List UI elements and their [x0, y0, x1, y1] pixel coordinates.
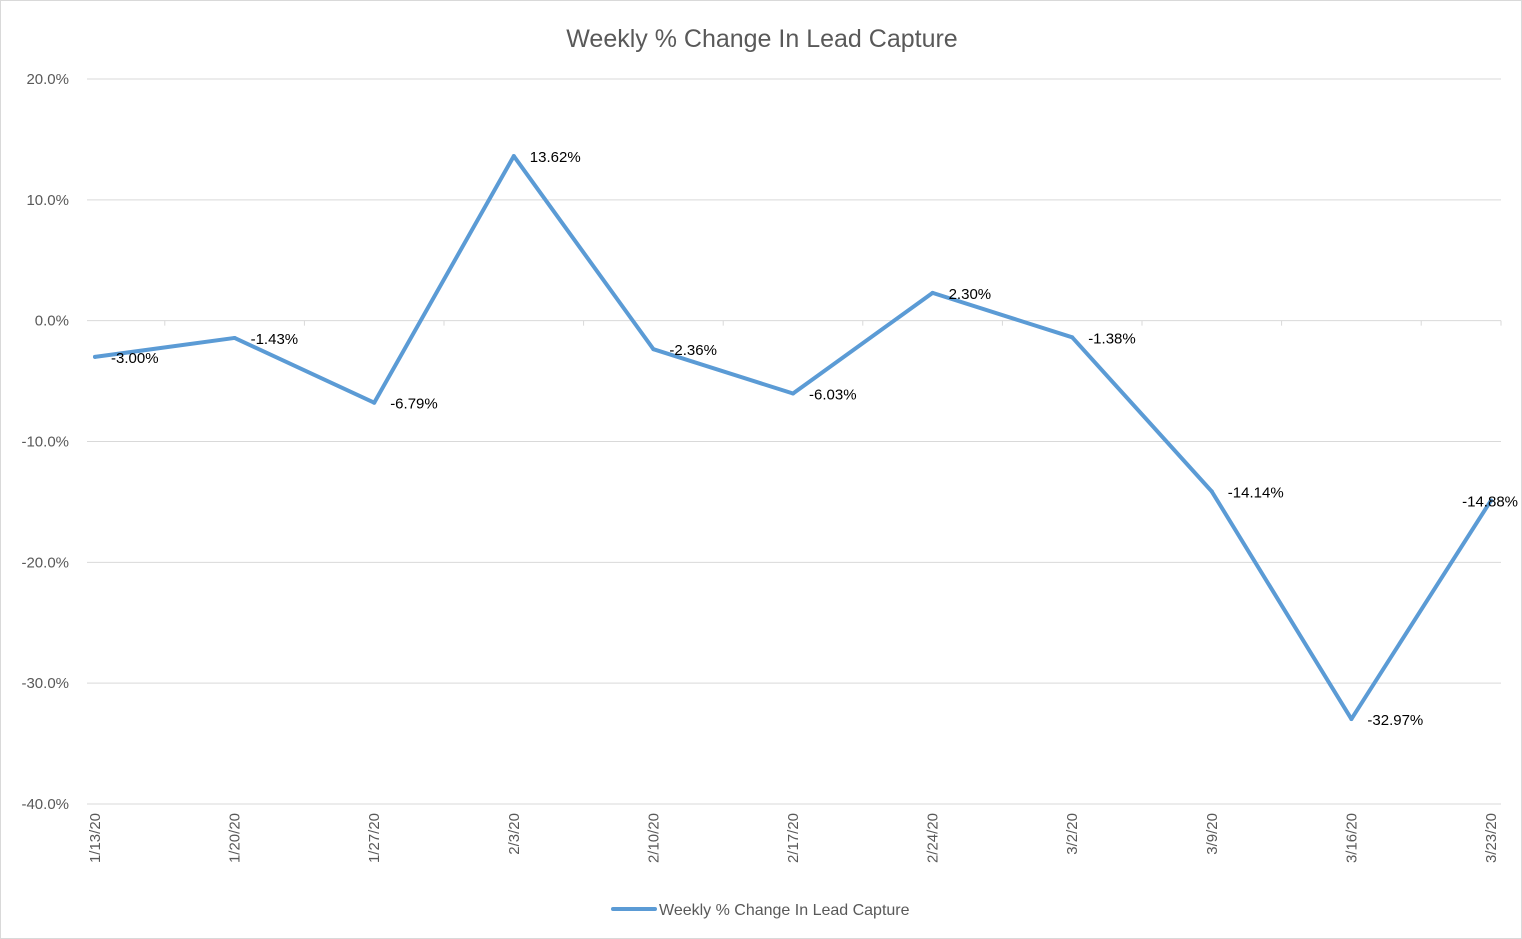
gridlines [87, 78, 1501, 805]
y-tick-label: 10.0% [26, 192, 69, 209]
data-point [1209, 489, 1214, 494]
y-axis: 20.0% 10.0% 0.0% -10.0% -20.0% -30.0% -40.0% [21, 71, 69, 813]
data-label: -14.14% [1228, 485, 1284, 502]
data-label: 13.62% [530, 149, 581, 166]
series-layer [93, 154, 1493, 722]
x-tick-label: 3/16/20 [1343, 813, 1360, 863]
data-label: -14.88% [1462, 493, 1518, 510]
data-label: -3.00% [111, 350, 159, 367]
y-tick-label: -10.0% [21, 434, 69, 451]
y-tick-label: -20.0% [21, 554, 69, 571]
y-tick-label: -40.0% [21, 796, 69, 813]
x-tick-label: 1/13/20 [87, 813, 104, 863]
data-point [93, 354, 97, 359]
data-point [1349, 717, 1354, 722]
data-labels: -3.00% -1.43% -6.79% 13.62% -2.36% -6.03% 2.30… [111, 149, 1518, 729]
legend: Weekly % Change In Lead Capture [611, 902, 910, 919]
x-tick-label: 3/23/20 [1483, 813, 1500, 863]
data-point [1489, 498, 1493, 503]
data-point [791, 391, 795, 396]
x-tick-label: 3/9/20 [1204, 813, 1221, 855]
x-tick-label: 2/17/20 [785, 813, 802, 863]
x-tick-label: 1/20/20 [227, 813, 244, 863]
x-tick-label: 1/27/20 [366, 813, 383, 863]
data-label: -6.79% [390, 396, 438, 413]
chart-title: Weekly % Change In Lead Capture [566, 25, 957, 53]
x-tick-label: 2/3/20 [506, 813, 523, 855]
data-label: -32.97% [1367, 712, 1423, 729]
data-point [651, 347, 656, 352]
data-point [232, 335, 237, 340]
y-tick-label: 20.0% [26, 71, 69, 88]
x-axis: 1/13/20 1/20/20 1/27/20 2/3/20 2/10/20 2/17/2… [87, 320, 1502, 863]
data-point [372, 400, 377, 405]
data-label: -6.03% [809, 387, 857, 404]
legend-label: Weekly % Change In Lead Capture [659, 902, 910, 919]
data-point [511, 154, 516, 159]
data-label: -1.43% [251, 331, 299, 348]
x-tick-label: 2/24/20 [925, 813, 942, 863]
data-label: -1.38% [1088, 330, 1136, 347]
data-point [1070, 335, 1075, 340]
data-label: -2.36% [669, 342, 717, 359]
data-point [930, 290, 935, 295]
y-tick-label: 0.0% [35, 313, 69, 330]
series-line [93, 154, 1493, 722]
x-tick-label: 2/10/20 [645, 813, 662, 863]
y-tick-label: -30.0% [21, 675, 69, 692]
data-label: 2.30% [949, 286, 992, 303]
x-tick-label: 3/2/20 [1064, 813, 1081, 855]
